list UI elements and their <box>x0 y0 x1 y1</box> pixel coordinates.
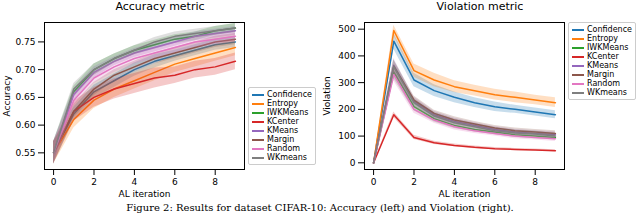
html-text:Confidence: Confidence <box>587 25 632 34</box>
html-text:IWKMeans: IWKMeans <box>267 108 309 117</box>
html-text:WKmeans: WKmeans <box>587 88 627 97</box>
svg-text:0.75: 0.75 <box>15 37 35 47</box>
html-text:KCenter: KCenter <box>587 52 619 61</box>
html-text:Confidence: Confidence <box>267 90 312 99</box>
svg-text:6: 6 <box>172 177 178 187</box>
svg-text:4: 4 <box>452 177 458 187</box>
svg-text:400: 400 <box>338 51 355 61</box>
svg-text:AL iteration: AL iteration <box>118 189 170 199</box>
html-text:IWKMeans: IWKMeans <box>587 43 629 52</box>
html-text:WKmeans: WKmeans <box>267 153 307 162</box>
html-text:KMeans: KMeans <box>587 61 619 70</box>
svg-text:0: 0 <box>371 177 377 187</box>
svg-text:8: 8 <box>212 177 218 187</box>
html-text:Violation metric: Violation metric <box>436 0 524 13</box>
svg-text:8: 8 <box>532 177 538 187</box>
svg-text:6: 6 <box>492 177 498 187</box>
html-text:Margin: Margin <box>267 135 295 144</box>
svg-text:Accuracy: Accuracy <box>2 75 12 117</box>
svg-text:0.65: 0.65 <box>15 92 35 102</box>
svg-text:200: 200 <box>338 104 355 114</box>
html-text:Margin: Margin <box>587 70 615 79</box>
svg-text:0: 0 <box>350 158 356 168</box>
svg-text:500: 500 <box>338 24 355 34</box>
svg-text:AL iteration: AL iteration <box>438 189 490 199</box>
html-text:KCenter: KCenter <box>267 117 299 126</box>
html-text:Random: Random <box>267 144 301 153</box>
svg-text:Violation: Violation <box>322 76 332 115</box>
html-text:Entropy: Entropy <box>267 99 299 108</box>
svg-text:100: 100 <box>338 131 355 141</box>
svg-text:2: 2 <box>411 177 417 187</box>
html-text:KMeans: KMeans <box>267 126 299 135</box>
svg-text:300: 300 <box>338 78 355 88</box>
html-text:Accuracy metric: Accuracy metric <box>115 0 205 13</box>
svg-text:0.55: 0.55 <box>15 148 35 158</box>
svg-text:2: 2 <box>91 177 97 187</box>
svg-text:0.60: 0.60 <box>15 120 35 130</box>
html-text:Figure 2: Results for dataset: Figure 2: Results for dataset CIFAR-10: … <box>126 202 514 213</box>
svg-text:0: 0 <box>51 177 57 187</box>
html-text:Entropy: Entropy <box>587 34 619 43</box>
svg-text:0.70: 0.70 <box>15 65 35 75</box>
svg-text:4: 4 <box>132 177 138 187</box>
html-text:Random: Random <box>587 79 621 88</box>
